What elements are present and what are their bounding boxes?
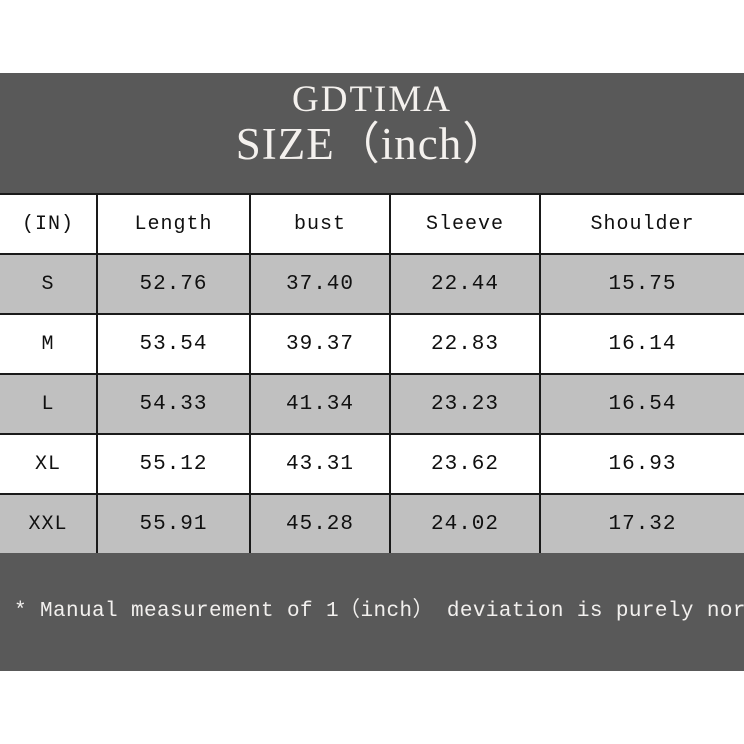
table-row: S 52.76 37.40 22.44 15.75 [0,253,744,315]
column-header-sleeve: Sleeve [390,193,541,255]
cell-bust: 43.31 [250,433,391,495]
cell-shoulder: 15.75 [540,253,744,315]
cell-length: 54.33 [97,373,251,435]
cell-sleeve: 22.83 [390,313,541,375]
size-table: (IN) Length bust Sleeve Shoulder S 52.76… [0,193,744,555]
row-size-label: M [0,313,98,375]
cell-shoulder: 16.54 [540,373,744,435]
cell-length: 55.12 [97,433,251,495]
cell-sleeve: 24.02 [390,493,541,555]
cell-bust: 37.40 [250,253,391,315]
cell-shoulder: 16.93 [540,433,744,495]
column-header-bust: bust [250,193,391,255]
cell-sleeve: 22.44 [390,253,541,315]
brand-title: GDTIMA [292,79,452,120]
row-size-label: XL [0,433,98,495]
cell-shoulder: 17.32 [540,493,744,555]
cell-sleeve: 23.62 [390,433,541,495]
cell-length: 52.76 [97,253,251,315]
table-row: M 53.54 39.37 22.83 16.14 [0,313,744,375]
column-header-shoulder: Shoulder [540,193,744,255]
cell-shoulder: 16.14 [540,313,744,375]
row-size-label: L [0,373,98,435]
row-size-label: S [0,253,98,315]
measurement-disclaimer: * Manual measurement of 1（inch） deviatio… [14,600,744,623]
table-row: L 54.33 41.34 23.23 16.54 [0,373,744,435]
cell-length: 53.54 [97,313,251,375]
row-size-label: XXL [0,493,98,555]
column-header-length: Length [97,193,251,255]
header-banner: GDTIMA SIZE（inch） [0,73,744,193]
footer-banner: * Manual measurement of 1（inch） deviatio… [0,553,744,671]
table-row: XL 55.12 43.31 23.62 16.93 [0,433,744,495]
table-header-row: (IN) Length bust Sleeve Shoulder [0,193,744,255]
column-header-unit: (IN) [0,193,98,255]
table-row: XXL 55.91 45.28 24.02 17.32 [0,493,744,555]
page-title: SIZE（inch） [235,119,509,169]
cell-bust: 45.28 [250,493,391,555]
cell-bust: 41.34 [250,373,391,435]
cell-length: 55.91 [97,493,251,555]
cell-sleeve: 23.23 [390,373,541,435]
cell-bust: 39.37 [250,313,391,375]
